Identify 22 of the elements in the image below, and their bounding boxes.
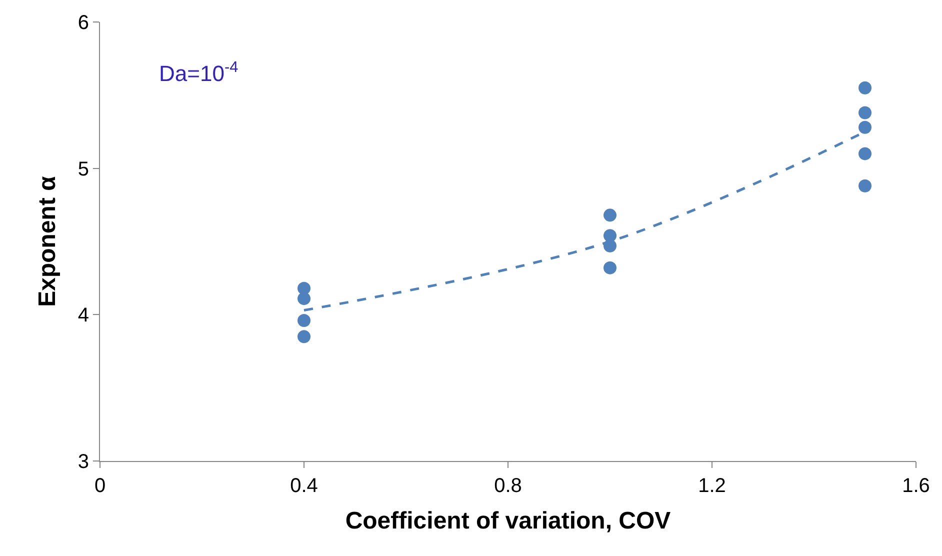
x-tick-label: 0 — [94, 475, 106, 497]
x-tick-label: 1.2 — [698, 475, 726, 497]
x-axis-title: Coefficient of variation, COV — [345, 507, 671, 534]
point — [298, 292, 310, 306]
point — [858, 179, 872, 192]
point — [858, 120, 872, 134]
point — [858, 147, 872, 160]
y-axis-title: Exponent α — [34, 176, 61, 307]
annotation: Da=10$^{-4}$ — [159, 59, 239, 86]
point — [858, 106, 872, 120]
y-tick-label: 3 — [78, 451, 89, 473]
point — [604, 208, 616, 222]
point — [858, 81, 872, 94]
x-tick-label: 0.8 — [494, 475, 522, 497]
point — [298, 314, 310, 328]
y-tick-label: 6 — [78, 12, 89, 34]
x-tick-label: 0.4 — [290, 475, 318, 497]
y-tick-label: 5 — [78, 158, 89, 180]
y-tick-label: 4 — [78, 304, 89, 327]
point — [604, 261, 616, 274]
x-tick-label: 1.6 — [902, 475, 930, 497]
point — [298, 330, 310, 344]
